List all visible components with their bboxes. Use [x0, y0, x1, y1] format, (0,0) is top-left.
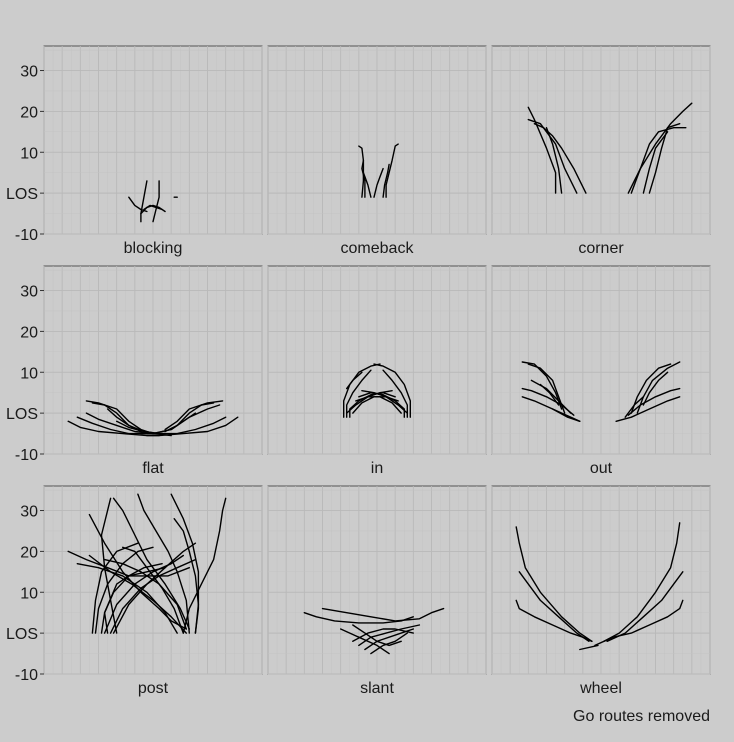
- route-line: [362, 172, 372, 198]
- route-line: [361, 390, 408, 414]
- route-line: [515, 526, 593, 642]
- route-line: [615, 396, 681, 422]
- facet-panel-slant: slant: [267, 485, 487, 697]
- route-line: [382, 163, 390, 198]
- route-line: [140, 180, 148, 223]
- route-line: [88, 554, 187, 634]
- y-tick-label: 10: [20, 365, 38, 382]
- y-tick-label: LOS: [6, 626, 38, 643]
- y-tick-label: -10: [15, 667, 38, 684]
- facet-label: corner: [578, 240, 624, 257]
- route-line: [527, 118, 578, 194]
- facet-label: post: [138, 680, 169, 697]
- route-line: [103, 558, 187, 630]
- y-tick-label: 20: [20, 324, 38, 341]
- facet-panels: -10 LOS 10 20 30 blocking comeback corner -10 LOS…: [6, 45, 711, 697]
- y-tick-label: 30: [20, 504, 38, 521]
- route-line: [594, 599, 684, 647]
- facet-panel-in: in: [267, 265, 487, 477]
- route-line: [143, 204, 163, 211]
- route-line: [364, 628, 414, 651]
- route-line: [642, 131, 669, 194]
- facet-panel-flat: -10 LOS 10 20 30 flat: [6, 265, 263, 477]
- route-line: [91, 542, 139, 634]
- route-line: [140, 416, 227, 435]
- route-line: [630, 363, 672, 414]
- route-line: [579, 644, 599, 651]
- route-line: [530, 379, 572, 414]
- route-line: [346, 369, 372, 418]
- route-line: [164, 400, 224, 431]
- route-line: [603, 522, 681, 642]
- route-line: [128, 196, 148, 213]
- y-tick-label: LOS: [6, 406, 38, 423]
- facet-label: wheel: [579, 680, 622, 697]
- y-tick-label: -10: [15, 447, 38, 464]
- route-line: [137, 493, 190, 634]
- route-line: [173, 518, 200, 634]
- y-tick-label: 20: [20, 544, 38, 561]
- route-line: [67, 550, 190, 577]
- route-line: [518, 571, 590, 642]
- route-line: [627, 387, 681, 416]
- route-line: [352, 628, 414, 642]
- facet-label: slant: [360, 680, 394, 697]
- y-tick-label: 30: [20, 284, 38, 301]
- route-line: [370, 632, 408, 655]
- route-line: [382, 369, 408, 418]
- route-line: [116, 420, 160, 435]
- facet-panel-blocking: -10 LOS 10 20 30 blocking: [6, 45, 263, 257]
- facet-panel-out: out: [491, 265, 711, 477]
- route-line: [355, 396, 402, 414]
- route-line: [358, 624, 421, 647]
- y-tick-label: 20: [20, 104, 38, 121]
- route-line: [636, 361, 681, 414]
- route-line: [551, 408, 581, 422]
- route-line: [321, 607, 445, 622]
- route-line: [533, 123, 587, 194]
- route-line: [112, 497, 190, 630]
- route-line: [515, 599, 593, 642]
- route-line: [346, 371, 363, 390]
- y-tick-label: 10: [20, 585, 38, 602]
- facet-label: out: [590, 460, 613, 477]
- facet-panel-comeback: comeback: [267, 45, 487, 257]
- route-line: [648, 123, 681, 194]
- route-line: [521, 361, 563, 410]
- route-line: [152, 412, 197, 435]
- route-line: [539, 383, 560, 406]
- route-line: [152, 180, 160, 223]
- y-tick-label: LOS: [6, 186, 38, 203]
- facet-label: comeback: [341, 240, 415, 257]
- route-line: [122, 546, 184, 634]
- route-line: [361, 159, 366, 198]
- facet-label: blocking: [124, 240, 183, 257]
- route-line: [527, 106, 557, 194]
- route-line: [373, 167, 384, 198]
- route-line: [340, 628, 390, 655]
- route-line: [624, 396, 645, 418]
- facet-label: in: [371, 460, 383, 477]
- route-line: [88, 513, 187, 630]
- facet-label: flat: [142, 460, 164, 477]
- chart-caption: Go routes removed: [573, 708, 710, 725]
- route-line: [642, 371, 669, 406]
- route-line: [373, 363, 411, 418]
- facet-panel-wheel: wheel: [491, 485, 711, 697]
- y-tick-label: -10: [15, 227, 38, 244]
- route-line: [385, 143, 399, 198]
- route-line: [146, 416, 239, 437]
- facet-panel-post: -10 LOS 10 20 30 post: [6, 485, 263, 697]
- route-line: [627, 102, 693, 194]
- facet-panel-corner: corner: [491, 45, 711, 257]
- route-line: [182, 497, 227, 634]
- y-tick-label: 30: [20, 64, 38, 81]
- y-tick-label: 10: [20, 145, 38, 162]
- route-line: [85, 400, 154, 435]
